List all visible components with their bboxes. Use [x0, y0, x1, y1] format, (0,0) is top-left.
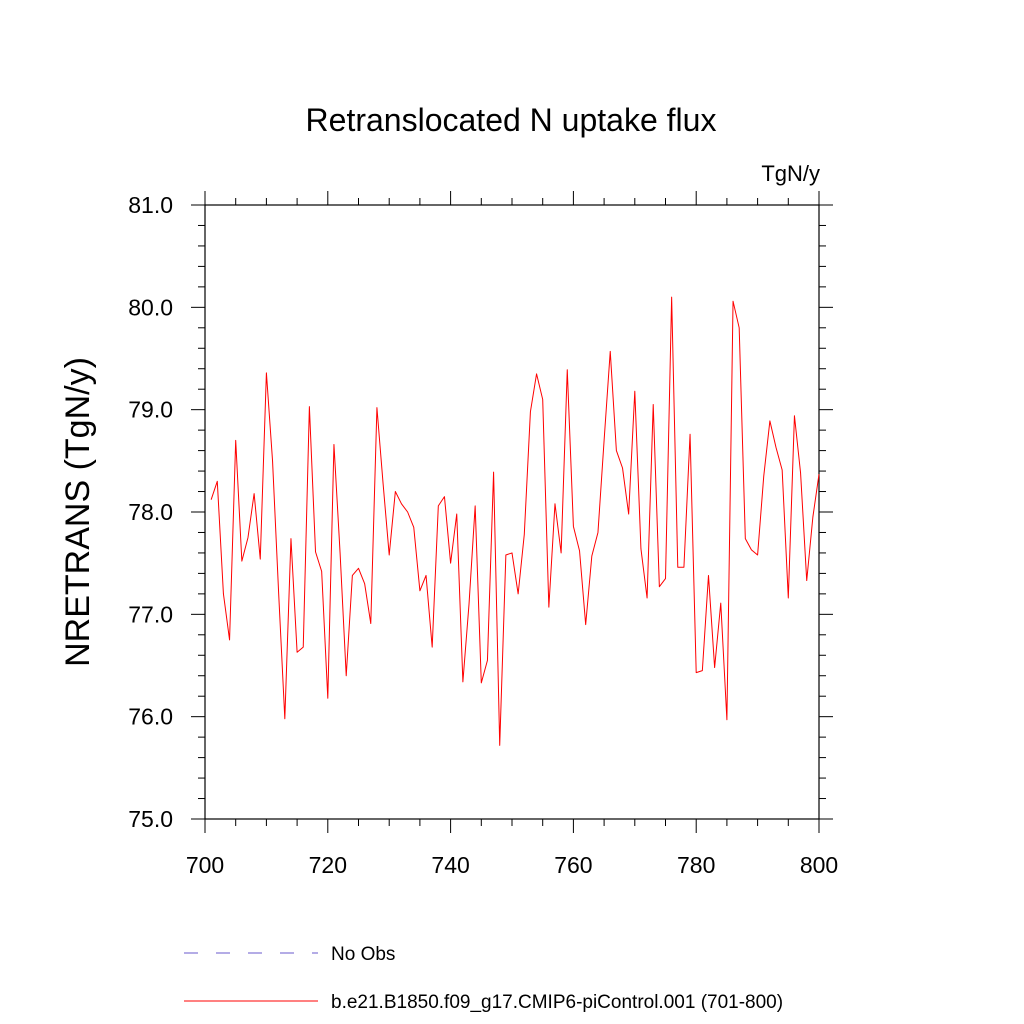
y-tick-label: 77.0 — [128, 601, 173, 627]
units-label: TgN/y — [761, 161, 820, 186]
plot-frame — [204, 204, 820, 820]
x-tick-label: 780 — [677, 852, 715, 878]
y-axis-label: NRETRANS (TgN/y) — [59, 357, 97, 667]
x-tick-label: 740 — [431, 852, 469, 878]
y-tick-label: 81.0 — [128, 192, 173, 218]
y-tick-label: 80.0 — [128, 294, 173, 320]
y-tick-label: 78.0 — [128, 499, 173, 525]
x-tick-label: 720 — [309, 852, 347, 878]
x-tick-label: 700 — [186, 852, 224, 878]
x-tick-label: 760 — [554, 852, 592, 878]
y-tick-label: 79.0 — [128, 397, 173, 423]
series-line-1 — [210, 296, 820, 746]
chart-title: Retranslocated N uptake flux — [306, 102, 717, 138]
y-tick-label: 75.0 — [128, 806, 173, 832]
series-layer — [210, 296, 820, 746]
legend: No Obs b.e21.B1850.f09_g17.CMIP6-piContr… — [184, 944, 783, 1013]
tick-labels: 700 720 740 760 780 800 75.0 76.0 77.0 78.0 79.0 80… — [128, 192, 838, 878]
x-tick-label: 800 — [800, 852, 838, 878]
legend-label-model: b.e21.B1850.f09_g17.CMIP6-piControl.001 … — [331, 992, 783, 1013]
y-tick-label: 76.0 — [128, 704, 173, 730]
legend-label-no-obs: No Obs — [331, 944, 395, 965]
axis-ticks — [191, 191, 833, 833]
